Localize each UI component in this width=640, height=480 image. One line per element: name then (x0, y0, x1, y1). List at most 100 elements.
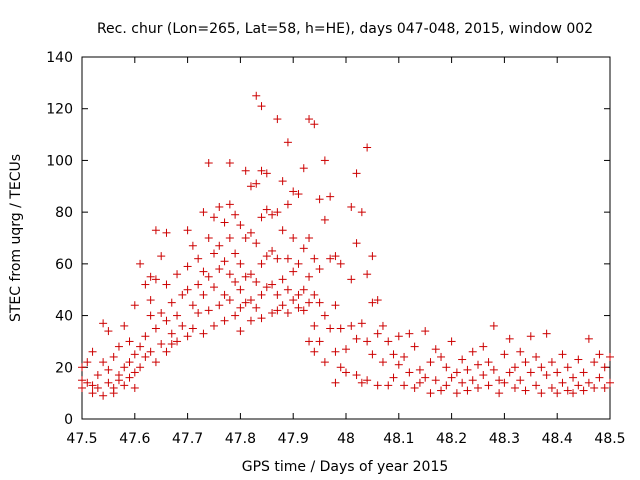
data-point (225, 234, 234, 242)
data-point (368, 252, 377, 261)
data-point (215, 301, 224, 310)
y-tick-label: 120 (46, 102, 73, 118)
data-point (231, 210, 240, 219)
data-point (537, 363, 546, 372)
data-point (368, 298, 377, 307)
data-point (600, 383, 609, 392)
data-point (442, 363, 451, 372)
data-point (405, 329, 414, 338)
data-point (78, 376, 86, 385)
data-point (204, 306, 213, 315)
data-point (262, 169, 271, 178)
data-point (252, 239, 261, 248)
data-point (173, 337, 182, 346)
data-point (336, 259, 345, 268)
data-point (167, 329, 176, 338)
data-point (246, 228, 255, 237)
data-point (484, 381, 493, 390)
data-point (500, 378, 509, 387)
data-point (352, 334, 361, 343)
data-point (167, 340, 176, 349)
data-point (558, 350, 567, 359)
data-point (141, 352, 150, 361)
data-point (590, 358, 599, 367)
data-point (357, 208, 366, 217)
data-point (83, 358, 92, 367)
data-point (99, 319, 108, 328)
data-point (384, 381, 393, 390)
data-point (225, 200, 234, 209)
data-point (114, 342, 123, 351)
data-point (246, 296, 255, 305)
data-point (125, 337, 134, 346)
data-point (357, 319, 366, 328)
data-point (194, 254, 203, 263)
x-tick-label: 47.7 (172, 431, 203, 447)
data-point (146, 272, 155, 281)
data-point (305, 234, 314, 242)
data-point (262, 283, 271, 292)
data-point (553, 368, 562, 377)
data-point (157, 340, 166, 349)
data-point (299, 306, 308, 315)
data-point (199, 208, 208, 217)
data-point (225, 270, 234, 279)
data-point (257, 290, 266, 299)
data-point (595, 350, 604, 359)
data-point (373, 296, 382, 305)
data-point (590, 383, 599, 392)
data-point (162, 280, 171, 289)
data-point (273, 306, 282, 315)
data-point (431, 376, 440, 385)
data-point (468, 347, 477, 356)
data-point (584, 334, 593, 343)
x-tick-label: 48.5 (594, 431, 625, 447)
data-point (220, 290, 229, 299)
data-point (268, 210, 277, 219)
data-point (384, 337, 393, 346)
data-point (579, 368, 588, 377)
data-point (252, 303, 261, 312)
data-point (188, 324, 197, 333)
data-point (99, 358, 108, 367)
data-point (210, 321, 218, 330)
data-point (363, 337, 372, 346)
data-point (109, 389, 118, 398)
data-point (526, 368, 535, 377)
data-point (157, 308, 166, 317)
data-point (215, 202, 224, 211)
data-point (378, 321, 387, 330)
data-point (516, 376, 525, 385)
plot-frame (81, 56, 611, 420)
data-point (289, 234, 298, 242)
data-point (320, 358, 329, 367)
data-point (426, 358, 435, 367)
data-point (273, 115, 282, 124)
data-point (363, 143, 372, 152)
data-point (394, 360, 403, 369)
x-tick-label: 47.5 (66, 431, 97, 447)
data-point (352, 239, 361, 248)
data-point (151, 226, 160, 235)
data-point (474, 360, 482, 369)
data-point (510, 383, 519, 392)
data-point (120, 321, 129, 330)
data-point (183, 332, 192, 341)
data-point (289, 296, 298, 305)
data-point (405, 368, 414, 377)
data-point (283, 254, 292, 263)
data-point (236, 259, 245, 268)
x-axis: 47.5 47.6 47.7 47.8 47.9 48 48.1 48.2 48.3 48.4 48… (66, 57, 626, 447)
x-tick-label: 47.9 (278, 431, 309, 447)
data-points (78, 91, 614, 400)
data-point (283, 308, 292, 317)
data-point (268, 280, 277, 289)
data-point (415, 365, 424, 374)
data-point (553, 389, 562, 398)
data-point (231, 311, 240, 320)
data-point (294, 290, 303, 299)
data-point (447, 373, 456, 382)
data-point (426, 389, 435, 398)
data-point (574, 355, 583, 364)
